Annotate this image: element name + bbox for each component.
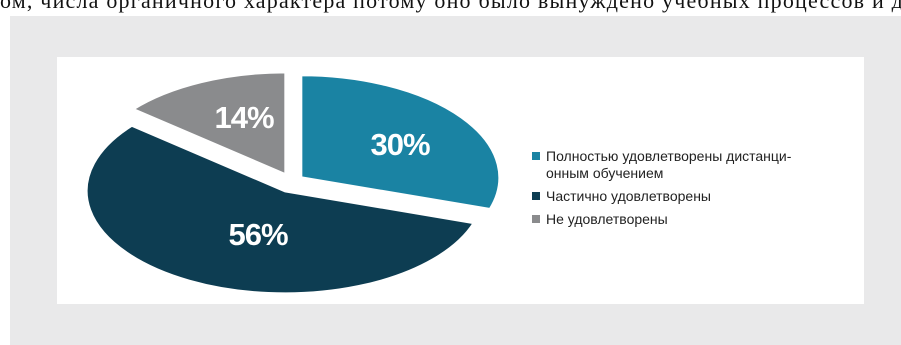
legend-item-none: Не удовлетворены [532, 211, 862, 228]
slice-label-partial: 56% [228, 217, 287, 252]
slice-none [130, 70, 288, 177]
legend-swatch-full [532, 152, 540, 160]
pie-labels: 30% 56% 14% [214, 100, 430, 252]
legend-label-full-line2: онным обучением [546, 165, 664, 181]
legend-swatch-partial [532, 192, 540, 200]
slice-label-full: 30% [370, 127, 429, 162]
legend-item-full: Полностью удовлетворены дистанци- онным … [532, 148, 862, 182]
slice-full [299, 73, 502, 212]
pie-slices [84, 70, 502, 296]
legend-label-full-line1: Полностью удовлетворены дистанци- [546, 148, 792, 164]
legend: Полностью удовлетворены дистанци- онным … [532, 148, 862, 234]
header-text: ом, числа органичного характера потому о… [0, 0, 901, 13]
legend-swatch-none [532, 215, 540, 223]
slice-partial [84, 123, 476, 296]
legend-item-partial: Частично удовлетворены [532, 188, 862, 205]
legend-label-none: Не удовлетворены [546, 211, 668, 227]
legend-label-partial: Частично удовлетворены [546, 188, 711, 204]
slice-label-none: 14% [214, 100, 273, 135]
legend-label-full: Полностью удовлетворены дистанци- онным … [546, 148, 846, 182]
